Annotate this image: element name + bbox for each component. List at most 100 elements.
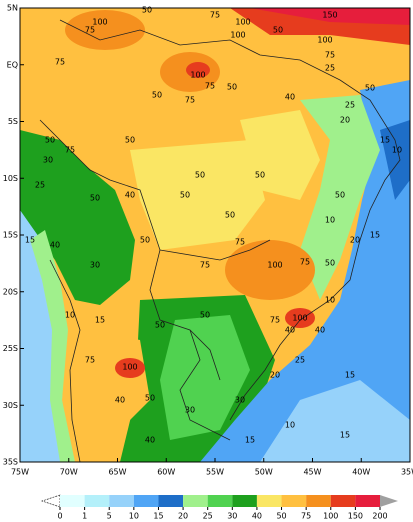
lon-label: 60W bbox=[157, 468, 175, 477]
contour-label: 25 bbox=[35, 181, 45, 190]
colorbar-over bbox=[380, 495, 398, 507]
precip-region bbox=[380, 120, 410, 200]
contour-label: 75 bbox=[300, 258, 310, 267]
contour-label: 10 bbox=[325, 296, 335, 305]
contour-label: 50 bbox=[227, 83, 237, 92]
colorbar-box bbox=[183, 495, 208, 507]
contour-label: 75 bbox=[85, 356, 95, 365]
lat-label: 15S bbox=[3, 231, 18, 240]
lat-label: EQ bbox=[7, 60, 18, 69]
lon-label: 40W bbox=[352, 468, 370, 477]
contour-label: 30 bbox=[185, 406, 195, 415]
colorbar-label: 40 bbox=[252, 512, 262, 521]
precip-region bbox=[225, 240, 315, 300]
lon-label: 45W bbox=[303, 468, 321, 477]
borders bbox=[39, 19, 401, 462]
contour-label: 30 bbox=[90, 261, 100, 270]
contour-label: 50 bbox=[255, 171, 265, 180]
colorbar-box bbox=[109, 495, 134, 507]
colorbar-label: 150 bbox=[348, 512, 363, 521]
lon-label: 35W bbox=[401, 468, 413, 477]
contour-label: 15 bbox=[245, 436, 255, 445]
contour-label: 50 bbox=[325, 259, 335, 268]
colorbar-label: 1 bbox=[82, 512, 87, 521]
colorbar-label: 50 bbox=[276, 512, 286, 521]
colorbar-label: 5 bbox=[107, 512, 112, 521]
colorbar-box bbox=[84, 495, 110, 507]
contour-label: 50 bbox=[145, 394, 155, 403]
contour-label: 50 bbox=[152, 91, 162, 100]
colorbar-label: 10 bbox=[129, 512, 139, 521]
colorbar-label: 30 bbox=[227, 512, 237, 521]
contour-label: 100 bbox=[122, 363, 137, 372]
colorbar-box bbox=[158, 495, 184, 507]
contour-label: 100 bbox=[190, 71, 205, 80]
lat-label: 10S bbox=[3, 174, 18, 183]
precip-region bbox=[285, 308, 315, 328]
precip-region bbox=[30, 230, 75, 462]
precip-region bbox=[160, 315, 250, 440]
colorbar-box bbox=[256, 495, 282, 507]
precip-region bbox=[130, 140, 265, 250]
precip-region bbox=[250, 8, 410, 25]
contour-label: 10 bbox=[325, 216, 335, 225]
contour-label: 15 bbox=[95, 316, 105, 325]
precip-region bbox=[90, 330, 150, 430]
contour-label: 75 bbox=[185, 96, 195, 105]
contour-label: 100 bbox=[230, 31, 245, 40]
lat-label: 25S bbox=[3, 344, 18, 353]
precip-region bbox=[65, 10, 145, 50]
colorbar: 0 1 5 10 15 20 25 30 40 50 75 100 150 200 bbox=[41, 494, 398, 521]
contour-label: 75 bbox=[65, 146, 75, 155]
colorbar-label: 25 bbox=[203, 512, 213, 521]
lon-label: 70W bbox=[60, 468, 78, 477]
contour-label: 15 bbox=[345, 371, 355, 380]
contour-label: 75 bbox=[270, 316, 280, 325]
contour-label: 50 bbox=[200, 311, 210, 320]
contour-label: 75 bbox=[200, 261, 210, 270]
precip-region bbox=[20, 130, 135, 305]
contour-label: 40 bbox=[315, 326, 325, 335]
colorbar-box bbox=[281, 495, 307, 507]
contour-label: 30 bbox=[43, 156, 53, 165]
contour-label: 50 bbox=[335, 191, 345, 200]
contour-label: 40 bbox=[145, 436, 155, 445]
contour-label: 40 bbox=[125, 191, 135, 200]
contour-label: 40 bbox=[285, 93, 295, 102]
contour-label: 20 bbox=[270, 371, 280, 380]
colorbar-label: 20 bbox=[178, 512, 188, 521]
lon-label: 75W bbox=[11, 468, 29, 477]
colorbar-under bbox=[41, 494, 61, 508]
contour-label: 75 bbox=[55, 58, 65, 67]
lat-label: 30S bbox=[3, 401, 18, 410]
contour-label: 100 bbox=[92, 18, 107, 27]
contour-label: 50 bbox=[273, 26, 283, 35]
precip-region bbox=[200, 80, 410, 462]
precip-region bbox=[240, 110, 320, 200]
colorbar-label: 75 bbox=[301, 512, 311, 521]
colorbar-label: 0 bbox=[57, 512, 62, 521]
contour-label: 25 bbox=[325, 64, 335, 73]
contour-label: 75 bbox=[210, 11, 220, 20]
contour-label: 75 bbox=[205, 82, 215, 91]
contour-label: 15 bbox=[380, 136, 390, 145]
contour-label: 30 bbox=[235, 396, 245, 405]
colorbar-box bbox=[133, 495, 159, 507]
colorbar-box bbox=[355, 495, 380, 507]
contour-label: 40 bbox=[115, 396, 125, 405]
contour-label: 40 bbox=[285, 326, 295, 335]
contour-label: 50 bbox=[142, 6, 152, 15]
colorbar-box bbox=[330, 495, 356, 507]
contour-label: 50 bbox=[125, 136, 135, 145]
contour-label: 50 bbox=[365, 84, 375, 93]
colorbar-box bbox=[60, 495, 85, 507]
precip-region bbox=[300, 95, 380, 300]
contour-label: 15 bbox=[370, 231, 380, 240]
precip-region bbox=[260, 380, 410, 462]
colorbar-box bbox=[306, 495, 331, 507]
precip-region bbox=[115, 358, 145, 378]
contour-label: 15 bbox=[25, 236, 35, 245]
